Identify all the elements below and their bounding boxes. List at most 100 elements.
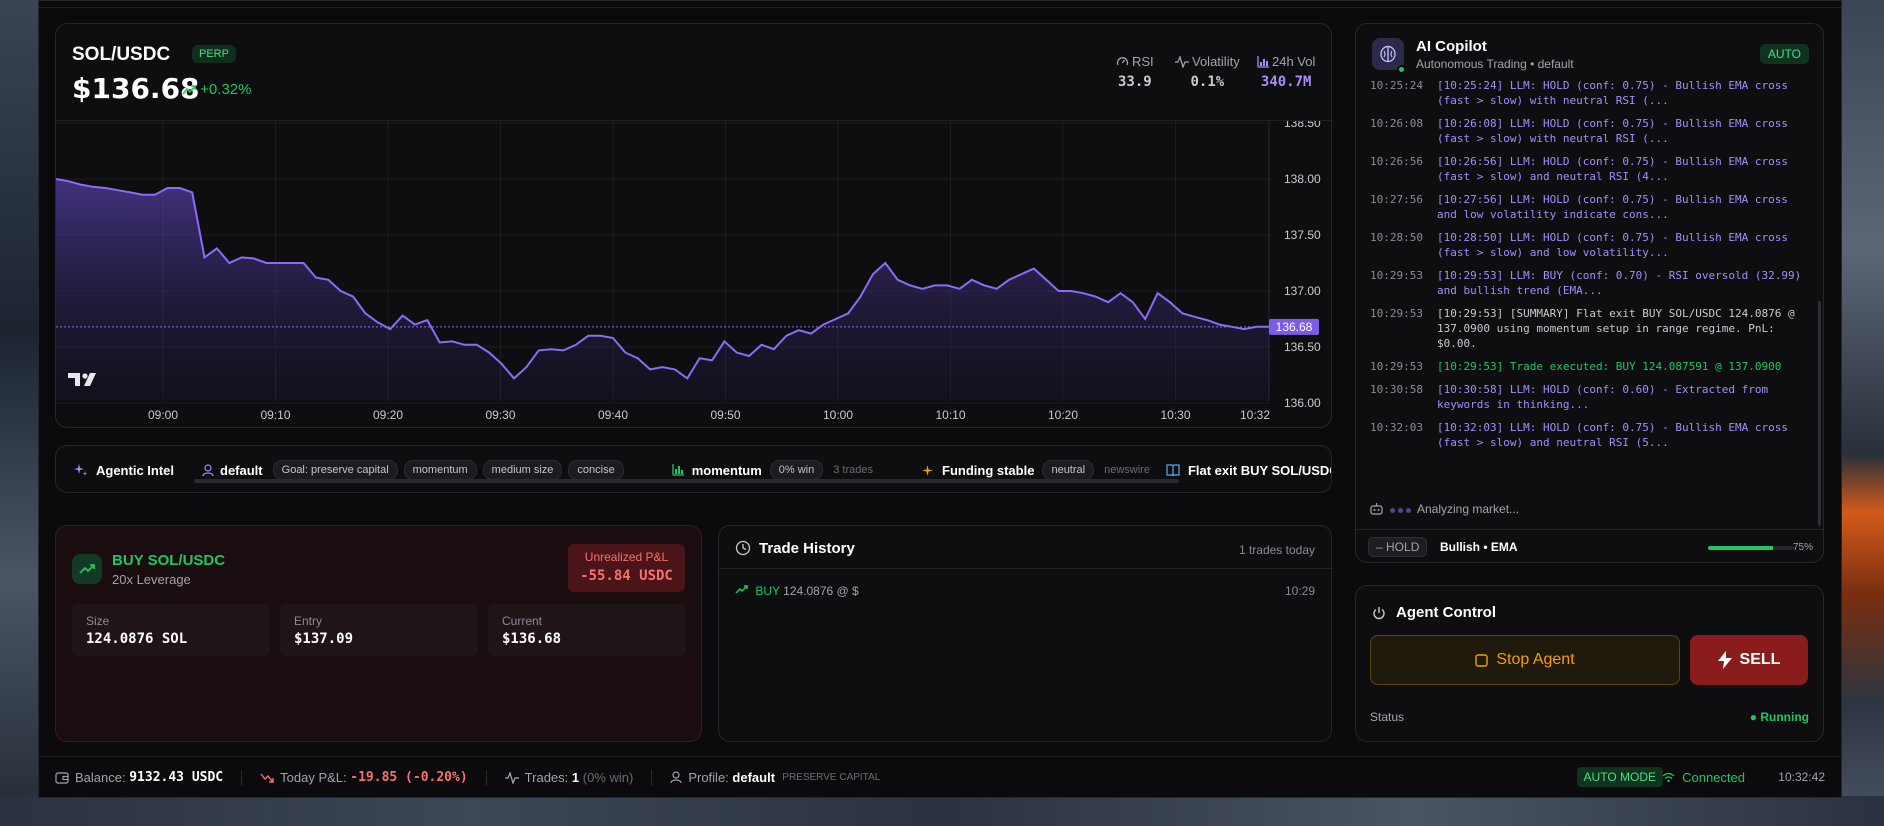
brain-icon [1372, 38, 1404, 70]
position-size-cell: Size 124.0876 SOL [72, 604, 270, 656]
chip-size: medium size [482, 460, 563, 480]
wifi-icon [1663, 772, 1675, 783]
current-value: $136.68 [502, 631, 562, 647]
status-value: ● Running [1749, 710, 1809, 724]
decision-badge: – HOLD [1368, 537, 1428, 557]
profile-item: Profile: default PRESERVE CAPITAL [670, 770, 880, 785]
position-current-cell: Current $136.68 [488, 604, 686, 656]
intel-scrollbar[interactable] [194, 479, 1179, 483]
user-icon [670, 771, 682, 784]
activity-icon [1175, 55, 1189, 69]
bot-icon [1370, 503, 1383, 515]
log-timestamp: 10:30:58 [1370, 383, 1423, 396]
chip-style: momentum [403, 460, 477, 480]
activity-icon [504, 771, 519, 784]
log-entry: 10:29:53 [10:29:53] Trade executed: BUY 1… [1370, 359, 1810, 374]
separator [651, 769, 653, 786]
copilot-scrollbar[interactable] [1818, 301, 1821, 526]
confidence-bar [1708, 546, 1794, 550]
copilot-subtitle: Autonomous Trading • default [1416, 57, 1574, 71]
sparkle-icon [922, 464, 933, 476]
intel-title: Agentic Intel [96, 462, 175, 478]
log-timestamp: 10:25:24 [1370, 79, 1423, 92]
intel-strategy: momentum [691, 462, 762, 478]
sell-label: SELL [1739, 651, 1781, 668]
volatility-label: Volatility [1192, 54, 1240, 69]
position-title: BUY SOL/USDC [112, 552, 226, 569]
position-entry-cell: Entry $137.09 [280, 604, 478, 656]
log-entry: 10:28:50 [10:28:50] LLM: HOLD (conf: 0.75… [1370, 230, 1810, 260]
y-tick-label: 138.00 [1284, 172, 1321, 186]
x-tick-label: 10:10 [935, 408, 965, 422]
price-chart-svg[interactable]: 09:00 09:10 09:20 09:30 09:40 09:50 10:00 10:10… [56, 116, 1332, 428]
y-tick-label: 136.00 [1284, 396, 1321, 410]
square-icon [1475, 653, 1489, 667]
top-divider [39, 7, 1841, 8]
market-symbol: SOL/USDC [72, 44, 171, 65]
trending-up-icon [735, 585, 748, 594]
upnl-value: -55.84 USDC [580, 568, 673, 584]
trade-history-divider [719, 568, 1331, 569]
pnl-value: -19.85 (-0.20%) [350, 770, 468, 785]
background-bottom [0, 796, 1884, 826]
price-line [56, 178, 1269, 380]
profile-value: default [732, 770, 776, 785]
connection-label: Connected [1682, 770, 1745, 785]
log-entry: 10:25:24 [10:25:24] LLM: HOLD (conf: 0.75… [1370, 78, 1810, 108]
trade-history-panel: Trade History 1 trades today BUY 124.087… [718, 525, 1332, 742]
trending-down-icon [260, 773, 274, 783]
clock-icon [735, 540, 751, 556]
book-icon [1166, 464, 1180, 476]
log-message: [10:30:58] LLM: HOLD (conf: 0.60) - Extr… [1437, 383, 1769, 411]
trade-history-title: Trade History [759, 540, 855, 557]
log-message: [10:25:24] LLM: HOLD (conf: 0.75) - Bull… [1437, 79, 1788, 107]
intel-funding: Funding stable [942, 462, 1035, 478]
current-price: $136.68 [72, 72, 200, 105]
chip-funding: neutral [1042, 460, 1095, 480]
intel-headline[interactable]: Flat exit BUY SOL/USDC [1187, 462, 1332, 478]
x-tick-label: 09:10 [260, 408, 290, 422]
balance-value: 9132.43 USDC [129, 770, 224, 785]
stop-agent-button[interactable]: Stop Agent [1370, 635, 1680, 685]
log-message: [10:27:56] LLM: HOLD (conf: 0.75) - Bull… [1437, 193, 1788, 221]
log-message: [10:28:50] LLM: HOLD (conf: 0.75) - Bull… [1437, 231, 1788, 259]
confidence-fill [1708, 546, 1773, 550]
x-tick-label: 09:00 [148, 408, 178, 422]
online-indicator [1397, 65, 1406, 74]
ai-copilot-panel: AI Copilot Autonomous Trading • default … [1355, 23, 1824, 563]
x-tick-label: 10:30 [1160, 408, 1190, 422]
log-timestamp: 10:28:50 [1370, 231, 1423, 244]
price-area-fill [56, 179, 1269, 401]
intel-trades: 3 trades [833, 464, 873, 476]
agent-control-panel: Agent Control Stop Agent SELL Status ● R… [1355, 585, 1824, 742]
copilot-log[interactable]: 10:25:24 [10:25:24] LLM: HOLD (conf: 0.75… [1370, 78, 1810, 508]
log-message: [10:26:56] LLM: HOLD (conf: 0.75) - Bull… [1437, 155, 1788, 183]
log-message: [10:32:03] LLM: HOLD (conf: 0.75) - Bull… [1437, 421, 1788, 449]
log-message: [10:26:08] LLM: HOLD (conf: 0.75) - Bull… [1437, 117, 1788, 145]
perp-badge: PERP [192, 45, 236, 63]
chip-tone: concise [568, 460, 624, 480]
trades-item: Trades: 1 (0% win) [504, 770, 633, 785]
log-timestamp: 10:29:53 [1370, 269, 1423, 282]
current-label: Current [502, 614, 543, 628]
rsi-stat: RSI 33.9 [1116, 54, 1154, 90]
sell-button[interactable]: SELL [1690, 635, 1808, 685]
entry-value: $137.09 [294, 631, 354, 647]
log-timestamp: 10:32:03 [1370, 421, 1423, 434]
stop-agent-label: Stop Agent [1496, 651, 1575, 668]
sparkles-icon [74, 464, 88, 476]
x-tick-label: 09:30 [485, 408, 515, 422]
chart-canvas[interactable]: 09:00 09:10 09:20 09:30 09:40 09:50 10:00 10:10… [56, 116, 1332, 428]
clock: 10:32:42 [1778, 770, 1825, 784]
trades-label: Trades: [524, 770, 569, 785]
connection-status: Connected [1662, 770, 1745, 785]
trading-app-window: SOL/USDC PERP $136.68 +0.32% RSI 33.9 Vo… [38, 0, 1842, 798]
size-label: Size [86, 614, 110, 628]
decision-label: HOLD [1386, 540, 1420, 554]
table-row[interactable]: BUY 124.0876 @ $ [735, 584, 859, 598]
x-tick-label: 09:20 [373, 408, 403, 422]
volume-label: 24h Vol [1272, 54, 1316, 69]
auto-badge: AUTO [1759, 44, 1809, 64]
x-tick-label: 09:50 [710, 408, 740, 422]
chip-goal: Goal: preserve capital [272, 460, 398, 480]
